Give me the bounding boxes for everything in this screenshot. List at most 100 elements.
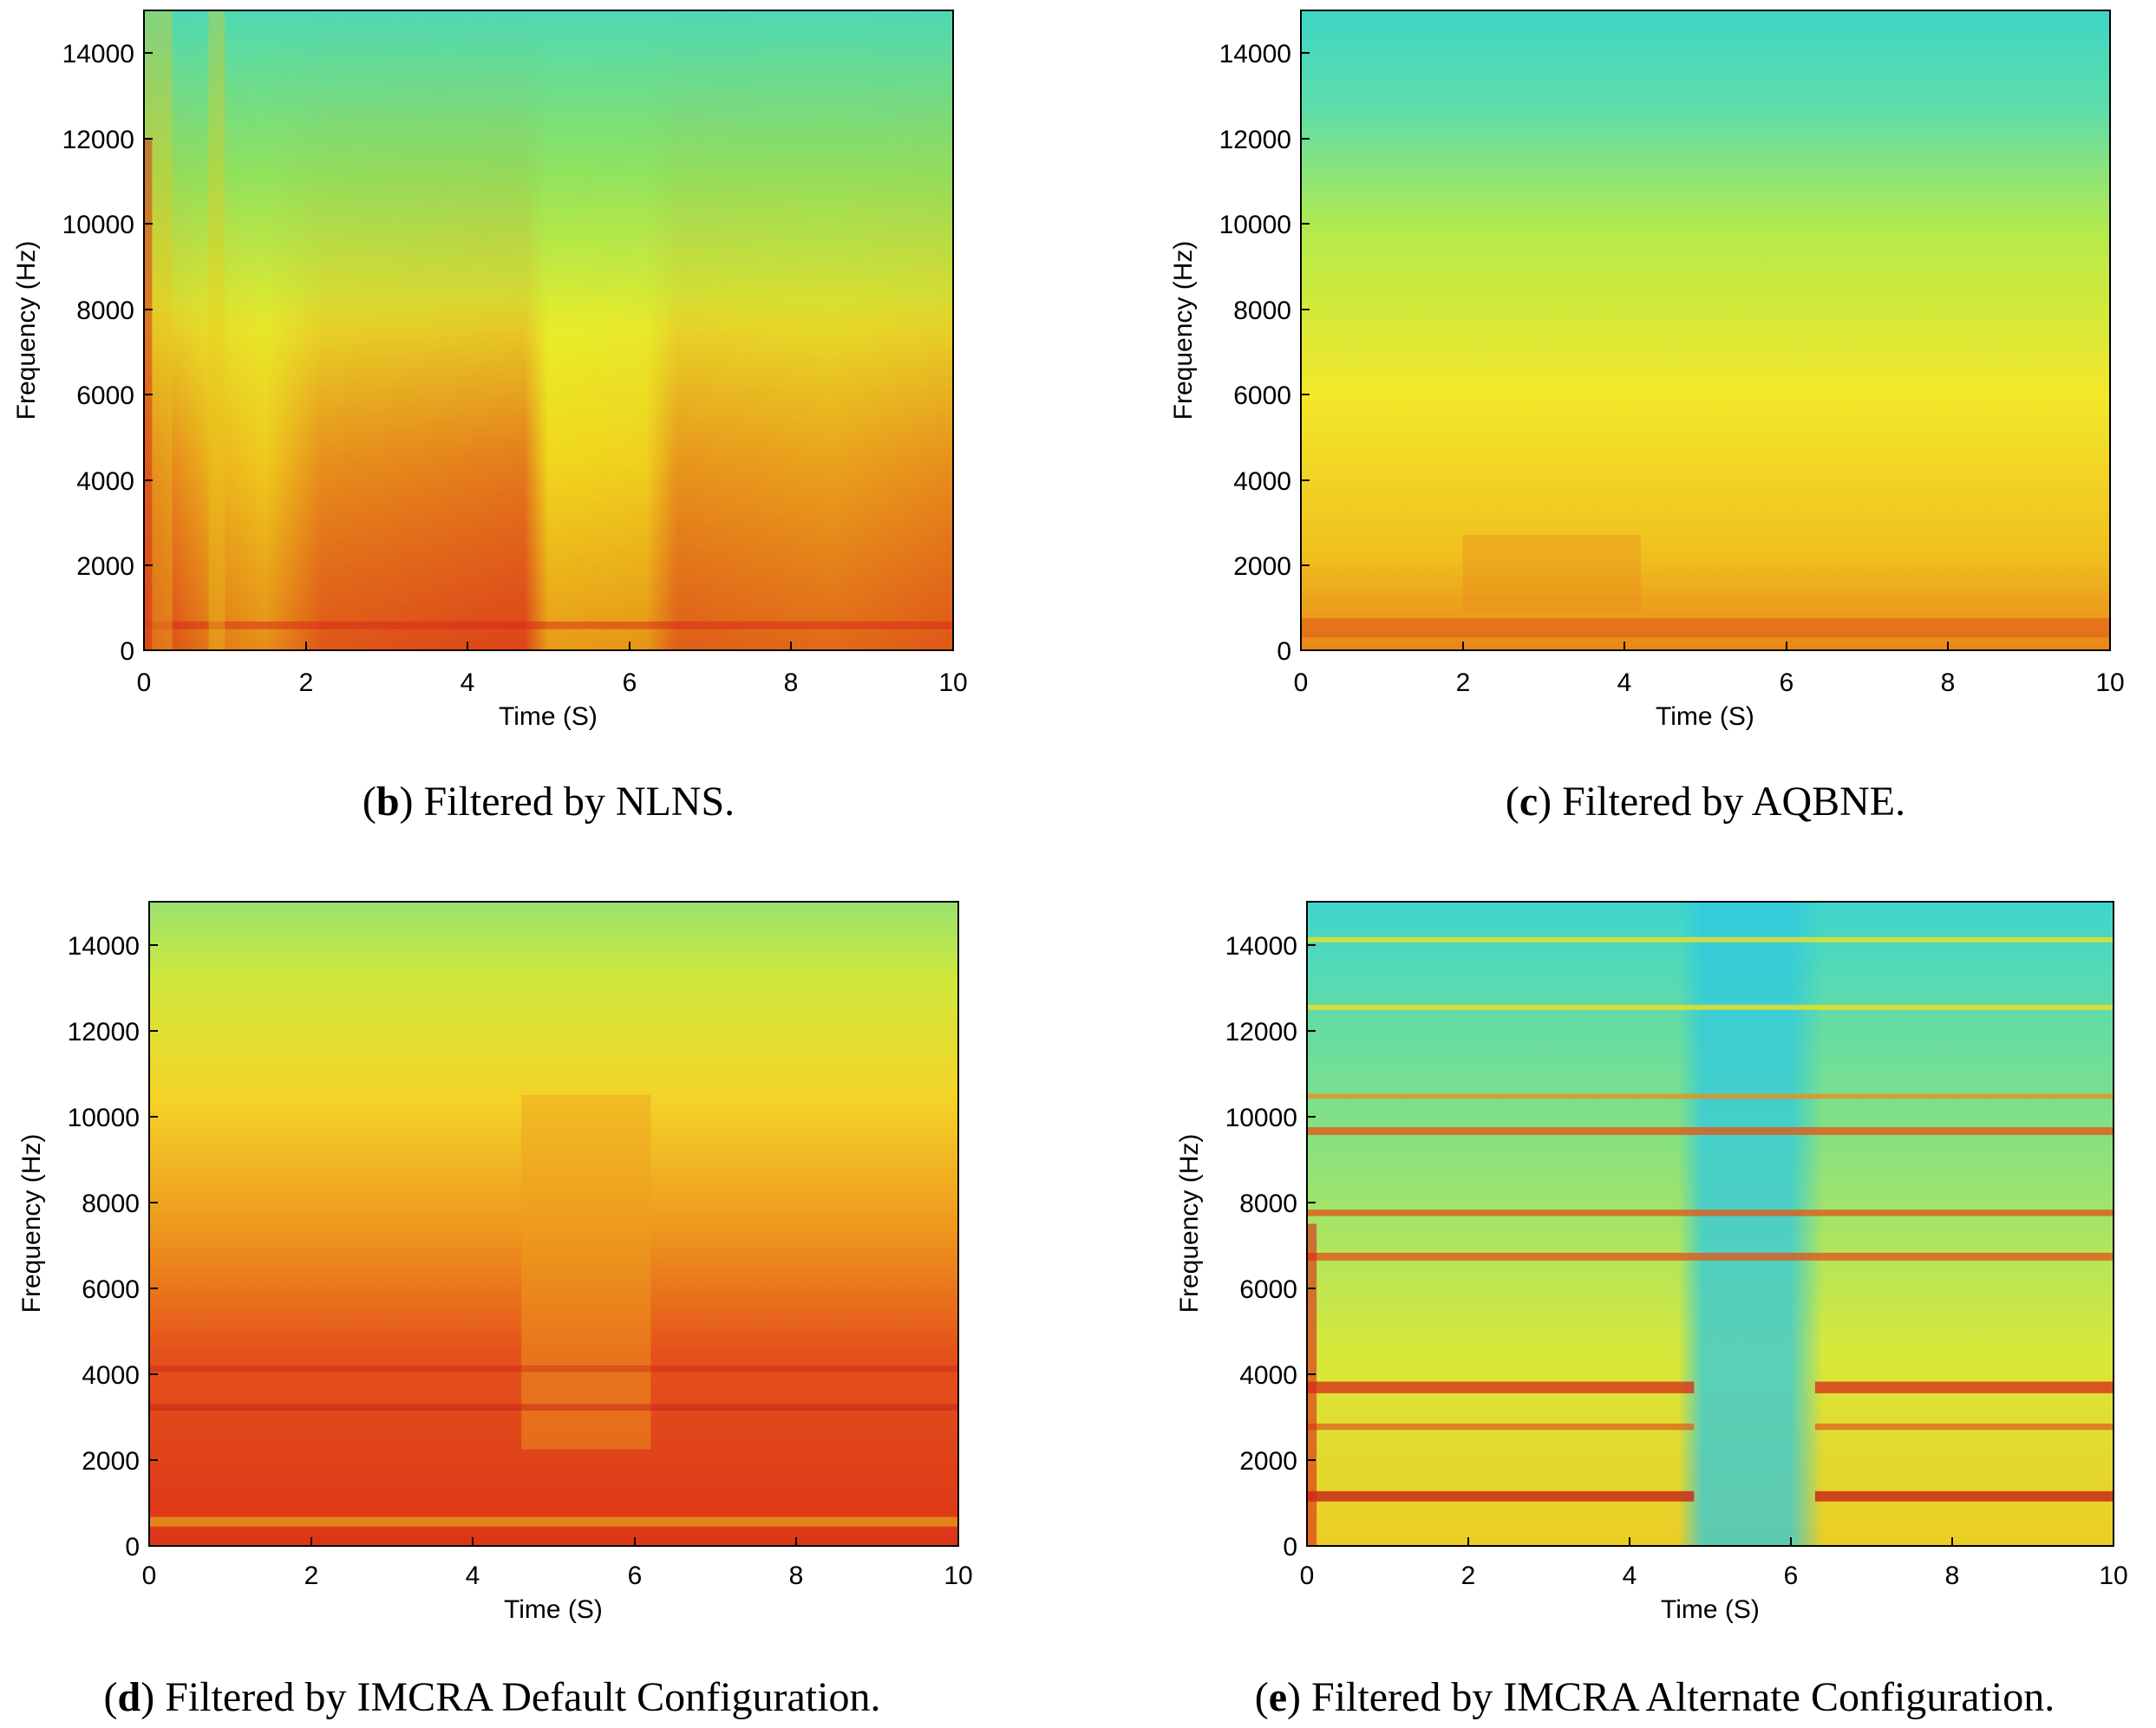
x-tick-label: 10 — [944, 1562, 972, 1590]
y-tick-label: 12000 — [1225, 1018, 1297, 1047]
y-tick-label: 10000 — [1219, 211, 1291, 239]
y-tick-labels-b: 0 2000 4000 6000 8000 10000 12000 14000 — [62, 40, 134, 666]
x-axis-label-e: Time (S) — [1661, 1595, 1760, 1624]
x-ticks-e — [1306, 1537, 2114, 1546]
y-axis-label-c: Frequency (Hz) — [1169, 241, 1198, 421]
y-tick-label: 4000 — [82, 1361, 140, 1390]
y-tick-label: 2000 — [1239, 1447, 1297, 1476]
x-ticks-b — [143, 642, 954, 650]
y-tick-label: 8000 — [76, 297, 134, 325]
spectrogram-e — [1307, 902, 2114, 1546]
caption-d: (d) Filtered by IMCRA Default Configurat… — [103, 1674, 881, 1720]
x-tick-label: 10 — [2099, 1562, 2127, 1590]
y-tick-label: 8000 — [1233, 297, 1291, 325]
y-tick-label: 8000 — [82, 1190, 140, 1218]
x-tick-labels-c: 0 2 4 6 8 10 — [1294, 668, 2125, 697]
caption-letter-b: b — [376, 779, 400, 825]
y-tick-label: 4000 — [76, 467, 134, 496]
y-tick-label: 6000 — [76, 381, 134, 410]
x-axis-label-d: Time (S) — [504, 1595, 603, 1624]
x-tick-label: 10 — [2095, 668, 2124, 697]
caption-text-d: ) Filtered by IMCRA Default Configuratio… — [140, 1674, 881, 1720]
x-tick-label: 0 — [142, 1562, 157, 1590]
x-tick-label: 8 — [1941, 668, 1956, 697]
x-tick-label: 10 — [938, 668, 967, 697]
y-ticks-d — [149, 944, 158, 1547]
y-tick-label: 10000 — [68, 1104, 140, 1132]
axes-frame-b — [143, 10, 954, 651]
caption-text-b: ) Filtered by NLNS. — [399, 779, 735, 825]
x-tick-label: 6 — [628, 1562, 643, 1590]
panel-b-nlns: 0 2 4 6 8 10 0 2000 4000 6000 8000 10000… — [12, 10, 968, 731]
spectrogram-d — [149, 902, 958, 1546]
y-tick-label: 12000 — [1219, 126, 1291, 154]
x-tick-label: 4 — [1617, 668, 1632, 697]
x-tick-label: 0 — [1294, 668, 1309, 697]
y-axis-label-d: Frequency (Hz) — [17, 1134, 46, 1314]
caption-b: (b) Filtered by NLNS. — [362, 779, 735, 825]
y-tick-label: 14000 — [1219, 40, 1291, 68]
x-tick-label: 6 — [1780, 668, 1794, 697]
x-tick-label: 8 — [1945, 1562, 1960, 1590]
y-tick-label: 0 — [125, 1533, 140, 1562]
x-tick-label: 2 — [1456, 668, 1471, 697]
y-tick-label: 4000 — [1239, 1361, 1297, 1390]
y-tick-label: 4000 — [1233, 467, 1291, 496]
x-tick-label: 4 — [461, 668, 475, 697]
y-tick-label: 2000 — [82, 1447, 140, 1476]
caption-e: (e) Filtered by IMCRA Alternate Configur… — [1254, 1674, 2055, 1720]
x-ticks-d — [148, 1537, 959, 1546]
x-tick-labels-b: 0 2 4 6 8 10 — [137, 668, 968, 697]
x-tick-label: 6 — [1784, 1562, 1799, 1590]
spectrogram-b — [144, 10, 953, 650]
x-tick-label: 8 — [784, 668, 799, 697]
y-tick-label: 6000 — [1239, 1275, 1297, 1304]
y-tick-label: 6000 — [1233, 381, 1291, 410]
y-tick-label: 8000 — [1239, 1190, 1297, 1218]
caption-text-e: ) Filtered by IMCRA Alternate Configurat… — [1287, 1674, 2055, 1720]
x-tick-label: 0 — [137, 668, 152, 697]
y-tick-label: 2000 — [76, 552, 134, 581]
x-ticks-c — [1300, 642, 2111, 650]
x-axis-label-c: Time (S) — [1656, 702, 1754, 731]
caption-letter-e: e — [1268, 1674, 1288, 1720]
panel-d-imcra-default: 0 2 4 6 8 10 0 2000 4000 6000 8000 10000… — [17, 901, 973, 1624]
x-axis-label-b: Time (S) — [499, 702, 598, 731]
y-tick-labels-c: 0 2000 4000 6000 8000 10000 12000 14000 — [1219, 40, 1291, 666]
panel-c-aqbne: 0 2 4 6 8 10 0 2000 4000 6000 8000 10000… — [1169, 10, 2125, 731]
caption-text-c: ) Filtered by AQBNE. — [1538, 779, 1906, 825]
y-tick-label: 2000 — [1233, 552, 1291, 581]
axes-frame-e — [1306, 901, 2114, 1547]
y-tick-label: 6000 — [82, 1275, 140, 1304]
x-tick-labels-d: 0 2 4 6 8 10 — [142, 1562, 973, 1590]
spectrogram-c — [1301, 10, 2110, 650]
x-tick-label: 2 — [299, 668, 314, 697]
y-ticks-e — [1307, 944, 1316, 1547]
y-axis-label-e: Frequency (Hz) — [1175, 1134, 1204, 1314]
y-ticks-b — [144, 52, 153, 651]
y-tick-label: 14000 — [62, 40, 134, 68]
panel-e-imcra-alternate: 0 2 4 6 8 10 0 2000 4000 6000 8000 10000… — [1175, 901, 2128, 1624]
axes-frame-d — [148, 901, 959, 1547]
x-tick-label: 4 — [1623, 1562, 1637, 1590]
x-tick-label: 4 — [466, 1562, 480, 1590]
y-tick-label: 10000 — [1225, 1104, 1297, 1132]
y-ticks-c — [1301, 52, 1310, 651]
y-tick-label: 12000 — [62, 126, 134, 154]
x-tick-label: 6 — [623, 668, 637, 697]
y-tick-label: 0 — [1277, 637, 1291, 666]
y-tick-label: 12000 — [68, 1018, 140, 1047]
axes-frame-c — [1300, 10, 2111, 651]
y-tick-labels-d: 0 2000 4000 6000 8000 10000 12000 14000 — [68, 932, 140, 1562]
caption-letter-d: d — [117, 1674, 141, 1720]
caption-letter-c: c — [1519, 779, 1539, 825]
y-tick-label: 14000 — [68, 932, 140, 961]
x-tick-labels-e: 0 2 4 6 8 10 — [1300, 1562, 2128, 1590]
y-tick-label: 0 — [120, 637, 134, 666]
x-tick-label: 2 — [304, 1562, 319, 1590]
y-tick-label: 0 — [1283, 1533, 1297, 1562]
y-tick-label: 14000 — [1225, 932, 1297, 961]
y-tick-labels-e: 0 2000 4000 6000 8000 10000 12000 14000 — [1225, 932, 1297, 1562]
y-tick-label: 10000 — [62, 211, 134, 239]
